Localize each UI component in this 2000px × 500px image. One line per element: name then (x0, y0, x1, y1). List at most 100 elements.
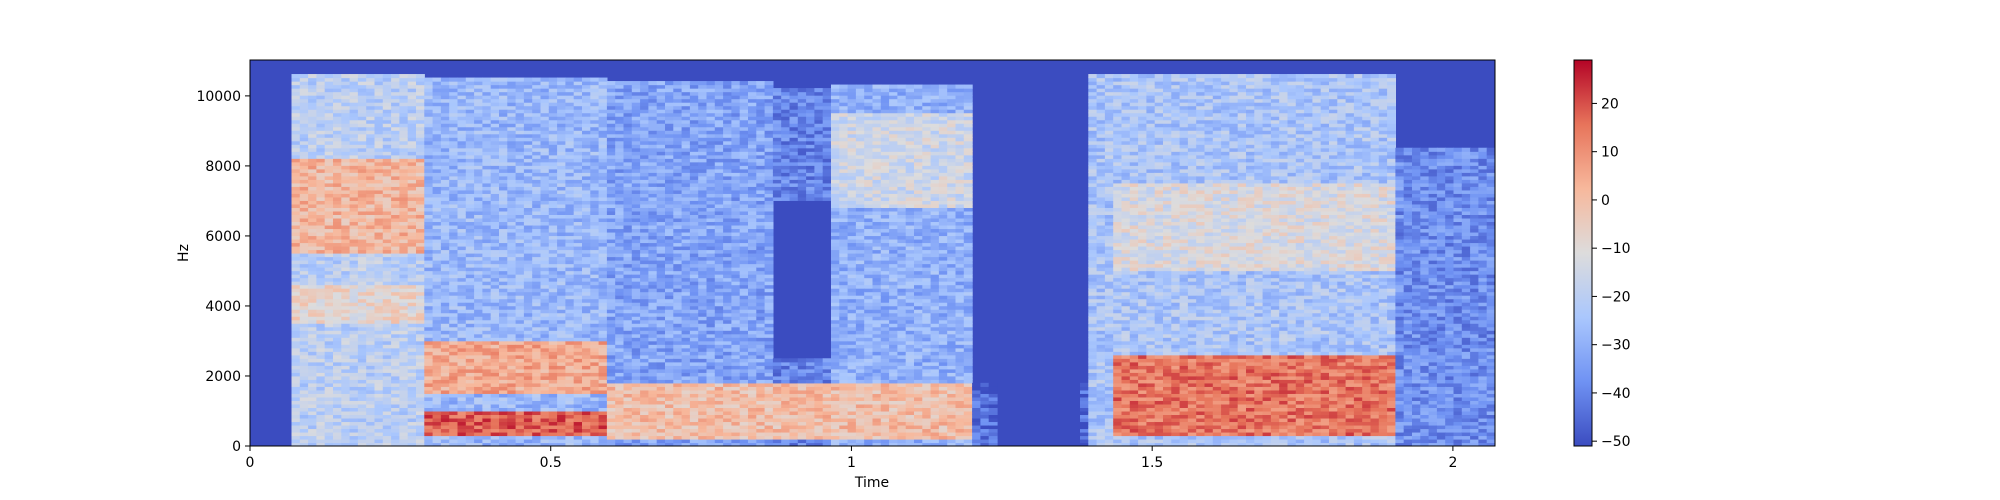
spectrogram-cell (557, 151, 566, 156)
spectrogram-cell (557, 263, 566, 268)
spectrogram-cell (598, 316, 608, 321)
spectrogram-cell (532, 326, 542, 331)
spectrogram-cell (582, 119, 591, 124)
spectrogram-cell (606, 158, 616, 163)
spectrogram-cell (316, 309, 326, 314)
spectrogram-cell (399, 386, 409, 391)
spectrogram-cell (465, 260, 475, 265)
spectrogram-cell (548, 354, 558, 359)
spectrogram-cell (623, 312, 633, 317)
spectrogram-cell (407, 238, 417, 244)
spectrogram-cell (540, 424, 550, 430)
spectrogram-cell (606, 267, 616, 272)
spectrogram-cell (374, 98, 384, 103)
spectrogram-cell (523, 365, 533, 370)
spectrogram-cell (573, 158, 583, 163)
spectrogram-cell (532, 431, 542, 437)
spectrogram-cell (615, 105, 625, 110)
spectrogram-cell (333, 281, 342, 286)
spectrogram-cell (357, 217, 367, 223)
spectrogram-cell (341, 372, 351, 377)
spectrogram-cell (349, 172, 359, 177)
spectrogram-cell (457, 221, 467, 226)
spectrogram-cell (299, 365, 309, 370)
spectrogram-cell (482, 326, 492, 331)
spectrogram-cell (557, 98, 566, 103)
spectrogram-cell (291, 112, 301, 117)
spectrogram-cell (507, 298, 517, 303)
spectrogram-cell (374, 330, 384, 335)
spectrogram-cell (623, 189, 633, 194)
spectrogram-cell (548, 137, 558, 142)
spectrogram-cell (673, 347, 683, 352)
spectrogram-cell (465, 88, 475, 93)
spectrogram-cell (324, 442, 334, 446)
spectrogram-cell (440, 88, 450, 93)
spectrogram-cell (490, 372, 500, 377)
spectrogram-cell (399, 421, 409, 426)
spectrogram-cell (681, 274, 691, 279)
spectrogram-cell (449, 77, 459, 82)
spectrogram-cell (482, 189, 492, 194)
spectrogram-cell (407, 428, 417, 433)
spectrogram-cell (457, 403, 467, 408)
spectrogram-cell (540, 337, 550, 342)
spectrogram-cell (316, 421, 326, 426)
spectrogram-cell (640, 130, 649, 135)
spectrogram-cell (333, 242, 342, 247)
spectrogram-cell (565, 147, 575, 152)
spectrogram-cell (615, 291, 625, 296)
spectrogram-cell (615, 396, 625, 401)
spectrogram-cell (582, 88, 591, 93)
spectrogram-cell (308, 116, 317, 121)
spectrogram-cell (291, 277, 301, 282)
spectrogram-cell (407, 403, 417, 408)
spectrogram-cell (440, 84, 450, 89)
spectrogram-cell (407, 354, 417, 359)
spectrogram-cell (424, 431, 434, 437)
spectrogram-cell (598, 421, 608, 426)
spectrogram-cell (341, 400, 351, 405)
spectrogram-cell (540, 161, 550, 166)
spectrogram-cell (308, 165, 317, 170)
spectrogram-cell (465, 235, 475, 240)
spectrogram-cell (565, 291, 575, 296)
spectrogram-cell (357, 361, 367, 366)
spectrogram-cell (399, 442, 409, 446)
spectrogram-cell (640, 365, 649, 370)
spectrogram-cell (565, 277, 575, 282)
spectrogram-cell (673, 256, 683, 261)
spectrogram-cell (457, 186, 467, 191)
spectrogram-cell (523, 319, 533, 324)
spectrogram-cell (416, 186, 425, 191)
spectrogram-cell (482, 196, 492, 201)
spectrogram-cell (523, 182, 533, 187)
spectrogram-cell (465, 354, 475, 359)
spectrogram-cell (557, 319, 566, 324)
spectrogram-cell (648, 81, 658, 86)
spectrogram-cell (391, 112, 400, 117)
spectrogram-cell (333, 372, 342, 377)
spectrogram-cell (324, 210, 334, 215)
spectrogram-cell (482, 431, 492, 437)
spectrogram-cell (432, 403, 442, 408)
spectrogram-cell (299, 358, 309, 363)
spectrogram-cell (474, 403, 483, 408)
spectrogram-cell (565, 379, 575, 384)
spectrogram-cell (656, 284, 666, 289)
spectrogram-cell (648, 302, 658, 307)
spectrogram-cell (623, 168, 633, 173)
spectrogram-cell (673, 123, 683, 128)
spectrogram-cell (681, 337, 691, 342)
spectrogram-cell (573, 302, 583, 307)
spectrogram-cell (640, 200, 649, 205)
spectrogram-cell (432, 154, 442, 159)
spectrogram-cell (540, 407, 550, 412)
spectrogram-cell (656, 203, 666, 208)
spectrogram-cell (606, 214, 616, 219)
spectrogram-cell (440, 267, 450, 272)
spectrogram-cell (474, 379, 483, 384)
spectrogram-cell (291, 109, 301, 114)
spectrogram-cell (407, 309, 417, 314)
spectrogram-cell (532, 144, 542, 149)
